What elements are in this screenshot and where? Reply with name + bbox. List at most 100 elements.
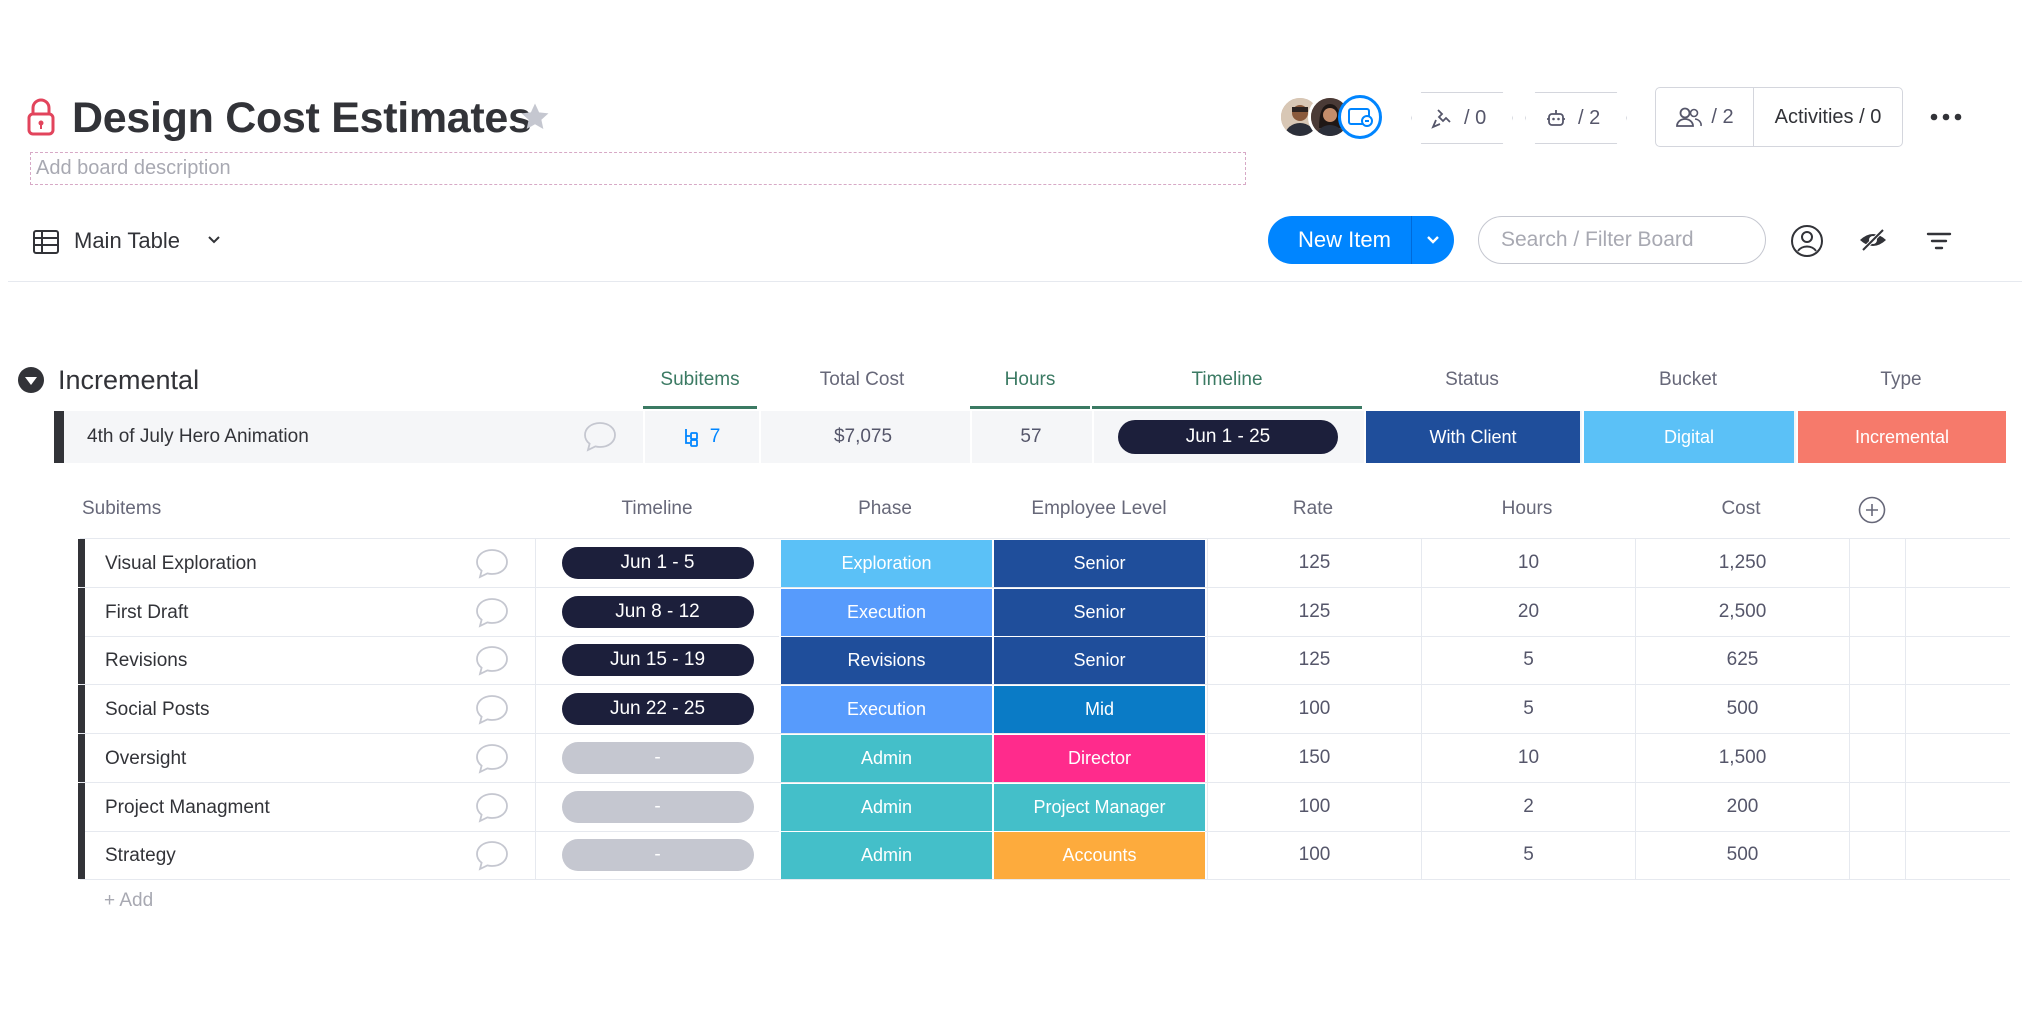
column-header-subitems[interactable]: Subitems (660, 369, 740, 390)
cost-cell[interactable]: 1,500 (1635, 734, 1849, 782)
hours-cell[interactable]: 5 (1421, 831, 1635, 879)
table-row[interactable] (80, 734, 2010, 783)
phase-cell[interactable]: Execution (779, 685, 992, 733)
hours-cell[interactable]: 2 (1421, 783, 1635, 831)
chevron-down-icon[interactable] (206, 232, 222, 248)
subitems-header-phase[interactable]: Phase (858, 498, 912, 519)
rate-cell[interactable]: 125 (1207, 588, 1421, 636)
column-header-hours[interactable]: Hours (1004, 369, 1056, 390)
subitems-header-rate[interactable]: Rate (1292, 498, 1334, 519)
comment-bubble-icon[interactable] (474, 547, 510, 579)
comment-bubble-icon[interactable] (474, 791, 510, 823)
cost-cell[interactable]: 625 (1635, 636, 1849, 684)
employee-level-cell[interactable]: Senior (992, 636, 1205, 684)
automations-button[interactable]: / 2 (1525, 92, 1627, 144)
rate-cell[interactable]: 125 (1207, 539, 1421, 587)
timeline-cell[interactable]: - (535, 831, 779, 879)
phase-cell[interactable]: Revisions (779, 636, 992, 684)
subitem-name[interactable]: Oversight (105, 748, 187, 769)
members-button[interactable]: / 2 (1656, 88, 1754, 146)
hours-cell[interactable]: 5 (1421, 636, 1635, 684)
comment-bubble-icon[interactable] (474, 839, 510, 871)
comment-bubble-icon[interactable] (474, 693, 510, 725)
employee-level-cell[interactable]: Project Manager (992, 783, 1205, 831)
subitems-header-hours[interactable]: Hours (1501, 498, 1553, 519)
subitem-name[interactable]: Visual Exploration (105, 553, 257, 574)
timeline-cell[interactable]: - (535, 734, 779, 782)
board-description-field[interactable]: Add board description (30, 152, 1246, 185)
comment-bubble-icon[interactable] (474, 644, 510, 676)
cost-cell[interactable]: 1,250 (1635, 539, 1849, 587)
subitems-header-cost[interactable]: Cost (1721, 498, 1761, 519)
comment-bubble-icon[interactable] (474, 596, 510, 628)
more-options-icon[interactable] (1928, 101, 1964, 133)
column-header-total-cost[interactable]: Total Cost (819, 369, 905, 390)
rate-cell[interactable]: 150 (1207, 734, 1421, 782)
add-subitem-button[interactable]: + Add (104, 890, 154, 911)
add-column-icon[interactable] (1858, 496, 1886, 524)
employee-level-cell[interactable]: Mid (992, 685, 1205, 733)
activities-button[interactable]: Activities / 0 (1774, 105, 1882, 128)
guest-avatar[interactable] (1338, 95, 1382, 139)
item-name[interactable]: 4th of July Hero Animation (87, 426, 309, 447)
cost-cell[interactable]: 2,500 (1635, 588, 1849, 636)
phase-cell[interactable]: Admin (779, 831, 992, 879)
subitems-toggle[interactable]: 7 (643, 411, 757, 463)
new-item-dropdown-icon[interactable] (1412, 232, 1454, 248)
subitem-name[interactable]: Strategy (105, 845, 176, 866)
column-header-type[interactable]: Type (1880, 369, 1922, 390)
column-header-bucket[interactable]: Bucket (1658, 369, 1718, 390)
rate-cell[interactable]: 125 (1207, 636, 1421, 684)
integrations-button[interactable]: / 0 (1411, 92, 1513, 144)
subitem-name[interactable]: Project Managment (105, 797, 270, 818)
cost-cell[interactable]: 200 (1635, 783, 1849, 831)
total-cost-cell[interactable]: $7,075 (759, 411, 965, 463)
search-filter-input[interactable]: Search / Filter Board (1478, 216, 1766, 264)
cost-cell[interactable]: 500 (1635, 831, 1849, 879)
column-header-status[interactable]: Status (1445, 369, 1499, 390)
rate-cell[interactable]: 100 (1207, 685, 1421, 733)
phase-cell[interactable]: Admin (779, 734, 992, 782)
phase-cell[interactable]: Admin (779, 783, 992, 831)
phase-cell[interactable]: Execution (779, 588, 992, 636)
new-item-button[interactable]: New Item (1268, 216, 1454, 264)
employee-level-cell[interactable]: Accounts (992, 831, 1205, 879)
status-cell[interactable]: With Client (1364, 411, 1580, 463)
hide-columns-icon[interactable] (1857, 224, 1889, 256)
bucket-cell[interactable]: Digital (1582, 411, 1794, 463)
subitem-name[interactable]: Revisions (105, 650, 188, 671)
subitems-header-timeline[interactable]: Timeline (621, 498, 693, 519)
employee-level-cell[interactable]: Director (992, 734, 1205, 782)
timeline-cell[interactable]: Jun 15 - 19 (535, 636, 779, 684)
hours-cell[interactable]: 5 (1421, 685, 1635, 733)
board-title[interactable]: Design Cost Estimates (72, 94, 532, 142)
hours-cell[interactable]: 10 (1421, 734, 1635, 782)
filter-icon[interactable] (1924, 226, 1954, 256)
view-selector[interactable]: Main Table (74, 228, 180, 253)
collapse-group-icon[interactable] (18, 367, 44, 393)
timeline-cell[interactable]: Jun 1 - 5 (535, 539, 779, 587)
hours-cell[interactable]: 57 (970, 411, 1090, 463)
comment-bubble-icon[interactable] (582, 420, 618, 452)
employee-level-cell[interactable]: Senior (992, 539, 1205, 587)
table-row[interactable] (80, 636, 2010, 685)
phase-cell[interactable]: Exploration (779, 539, 992, 587)
comment-bubble-icon[interactable] (474, 742, 510, 774)
timeline-cell[interactable]: - (535, 783, 779, 831)
rate-cell[interactable]: 100 (1207, 831, 1421, 879)
subitem-name[interactable]: Social Posts (105, 699, 210, 720)
timeline-cell[interactable]: Jun 8 - 12 (535, 588, 779, 636)
star-icon[interactable] (518, 100, 552, 134)
table-row[interactable] (80, 831, 2010, 880)
type-cell[interactable]: Incremental (1796, 411, 2006, 463)
subitems-header-employee-level[interactable]: Employee Level (1031, 498, 1167, 519)
rate-cell[interactable]: 100 (1207, 783, 1421, 831)
cost-cell[interactable]: 500 (1635, 685, 1849, 733)
hours-cell[interactable]: 20 (1421, 588, 1635, 636)
employee-level-cell[interactable]: Senior (992, 588, 1205, 636)
new-item-label[interactable]: New Item (1298, 227, 1391, 252)
group-title[interactable]: Incremental (58, 365, 200, 395)
timeline-cell[interactable]: Jun 1 - 25 (1092, 411, 1362, 463)
person-filter-icon[interactable] (1790, 224, 1824, 258)
table-row[interactable] (80, 685, 2010, 734)
